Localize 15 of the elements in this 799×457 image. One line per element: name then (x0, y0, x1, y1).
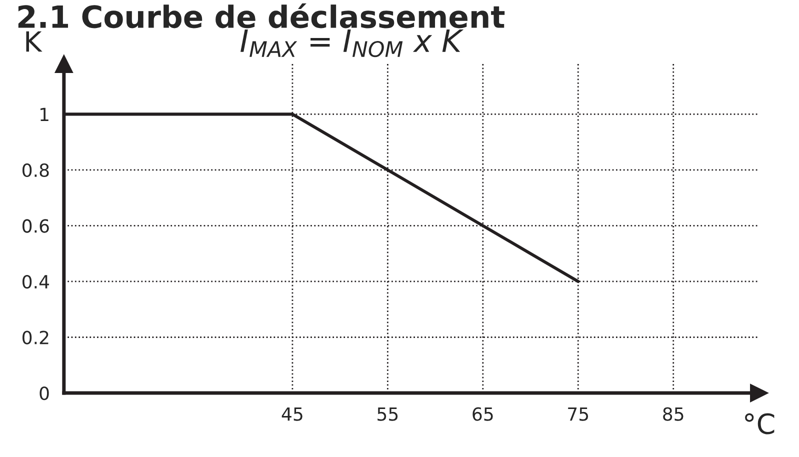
y-tick-label: 0.6 (22, 219, 49, 233)
y-tick-label: 1 (40, 108, 48, 122)
x-tick-label: 85 (663, 407, 684, 421)
y-tick-label: 0.4 (22, 274, 50, 289)
x-tick-label: 55 (378, 407, 398, 421)
y-axis-title: K (26, 31, 42, 52)
chart-title: 2.1 Courbe de déclassement (18, 3, 505, 28)
x-tick-label: 75 (568, 407, 588, 421)
x-axis-title: °C (745, 413, 774, 434)
y-tick-label: 0.2 (22, 330, 48, 344)
x-tick-label: 65 (472, 407, 493, 421)
y-tick-label: 0.8 (22, 163, 49, 178)
x-tick-label: 45 (282, 407, 302, 421)
y-tick-label: 0 (40, 386, 49, 400)
chart-subtitle: I$_{MAX}$ = I$_{NOM}$ x K (240, 30, 464, 58)
